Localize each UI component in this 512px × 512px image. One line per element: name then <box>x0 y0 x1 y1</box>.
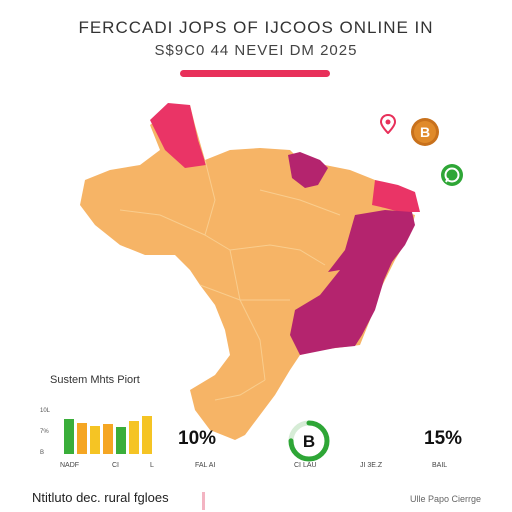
axis-tick-mid: 7% <box>40 429 49 435</box>
caption-6: JI 3E.Z <box>360 462 383 469</box>
bar-3 <box>90 426 100 454</box>
legend-label: Sustem Mhts Piort <box>50 374 140 386</box>
region-north-main[interactable] <box>80 105 415 440</box>
caption-7: BAIL <box>432 462 448 469</box>
bar-1 <box>64 419 74 454</box>
whatsapp-icon[interactable] <box>440 163 464 192</box>
mini-bar-chart <box>64 408 160 454</box>
location-pin-icon[interactable] <box>379 113 397 139</box>
region-roraima[interactable] <box>150 103 206 168</box>
bitcoin-progress-ring: B <box>286 418 332 464</box>
caption-2: CI <box>112 462 119 469</box>
ring-letter: B <box>303 432 315 451</box>
map-subtitle: S$9C0 44 NEVEI DM 2025 <box>154 42 358 59</box>
bar-5 <box>116 427 126 454</box>
bar-2 <box>77 422 87 454</box>
bar-6 <box>129 420 139 454</box>
axis-tick-top: 10L <box>40 408 51 414</box>
left-percent: 10% <box>178 428 217 449</box>
caption-1: NADF <box>60 462 80 469</box>
title-underline <box>180 70 330 77</box>
bitcoin-icon[interactable]: B <box>410 117 440 152</box>
region-borders <box>119 159 341 401</box>
footer-divider <box>202 492 205 510</box>
region-bahia-minas[interactable] <box>290 210 415 355</box>
svg-text:B: B <box>420 124 430 140</box>
region-ceara[interactable] <box>288 152 328 188</box>
caption-4: FAL AI <box>195 462 216 469</box>
bar-4 <box>103 423 113 454</box>
right-percent: 15% <box>424 428 463 449</box>
caption-3: L <box>150 462 154 469</box>
region-paraiba-pernambuco[interactable] <box>372 180 420 212</box>
caption-5: CI LAU <box>294 462 317 469</box>
footer-source: Ntitluto dec. rural fgloes <box>32 490 169 505</box>
axis-tick-bottom: B <box>40 450 45 456</box>
footer-credit: Ulle Papo Cierrge <box>410 494 482 504</box>
bar-7 <box>142 416 152 454</box>
map-title: FERCCADI JOPS OF IJCOOS ONLINE IN <box>78 18 434 37</box>
